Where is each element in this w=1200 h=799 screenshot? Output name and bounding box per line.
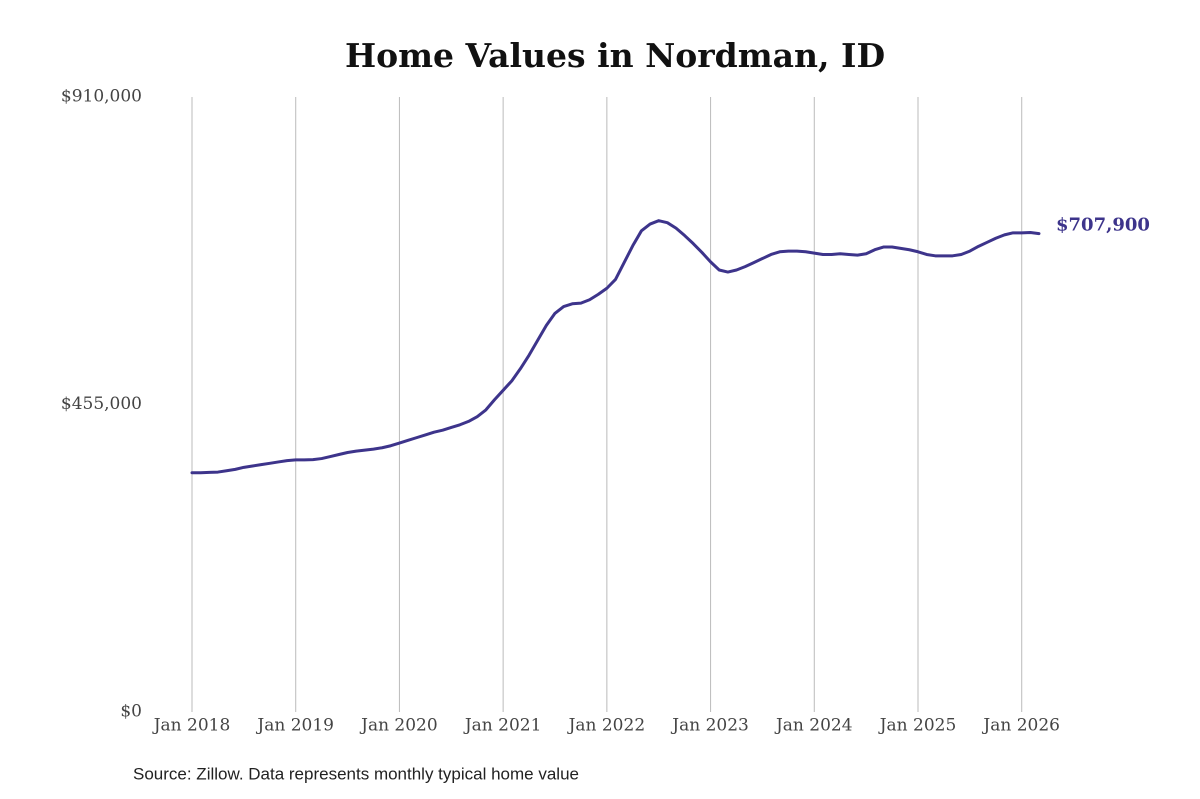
x-tick-label: Jan 2022 xyxy=(567,716,646,736)
x-tick-label: Jan 2023 xyxy=(670,716,749,736)
source-note: Source: Zillow. Data represents monthly … xyxy=(133,764,579,783)
chart-title: Home Values in Nordman, ID xyxy=(345,36,885,75)
x-tick-label: Jan 2024 xyxy=(774,716,853,736)
y-tick-label: $910,000 xyxy=(61,87,142,107)
x-tick-label: Jan 2026 xyxy=(981,716,1060,736)
x-tick-label: Jan 2021 xyxy=(463,716,542,736)
line xyxy=(190,219,1041,475)
x-tick-label: Jan 2025 xyxy=(878,716,957,736)
x-tick-label: Jan 2019 xyxy=(255,716,334,736)
y-tick-label: $455,000 xyxy=(61,394,142,414)
x-tick-label: Jan 2018 xyxy=(152,716,231,736)
data-label: $707,900 xyxy=(1056,215,1150,236)
x-tick-label: Jan 2020 xyxy=(359,716,438,736)
y-tick-label: $0 xyxy=(120,702,142,722)
